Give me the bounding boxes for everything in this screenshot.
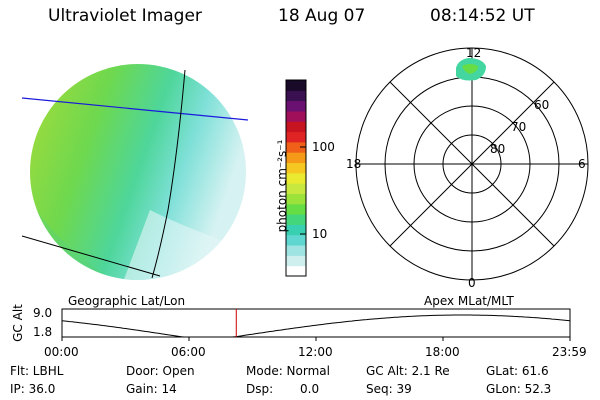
timeline-frame	[61, 308, 571, 338]
glat-label: GLat: 61.6	[486, 364, 549, 378]
colorbar-band	[286, 245, 306, 256]
colorbar-band	[286, 110, 306, 122]
colorbar-band	[286, 152, 306, 164]
lat-label-60: 60	[534, 98, 550, 112]
mlt-label-12: 12	[466, 46, 482, 60]
x-tick-1800: 18:00	[425, 345, 460, 359]
y-tick-1-8: 1.8	[33, 325, 53, 339]
colorbar-tick-100: 100	[312, 140, 335, 154]
ip-label: IP: 36.0	[10, 382, 56, 396]
colorbar-band	[286, 141, 306, 153]
colorbar-band	[286, 100, 306, 112]
dsp-label: Dsp:	[246, 382, 274, 396]
lat-label-80: 80	[490, 142, 506, 156]
glon-label: GLon: 52.3	[486, 382, 552, 396]
timeline-ylabel: GC Alt	[11, 304, 25, 342]
grid-line-meridian	[151, 69, 186, 279]
mode-label: Mode: Normal	[246, 364, 330, 378]
colorbar-band	[286, 214, 306, 225]
timeline-left-title: Geographic Lat/Lon	[68, 294, 186, 308]
colorbar-band	[286, 203, 306, 215]
colorbar-band	[286, 172, 306, 184]
colorbar-tick-10: 10	[312, 227, 328, 241]
colorbar-band	[286, 193, 306, 205]
colorbar-band	[286, 183, 306, 194]
colorbar-band	[286, 265, 306, 277]
colorbar-band	[286, 162, 306, 174]
x-tick-0000: 00:00	[44, 345, 79, 359]
altitude-curve	[61, 314, 571, 338]
date-label: 18 Aug 07	[278, 6, 366, 26]
filter-label: Flt: LBHL	[10, 364, 64, 378]
gc-alt-label: GC Alt: 2.1 Re	[366, 364, 450, 378]
x-tick-0600: 06:00	[171, 345, 206, 359]
colorbar-band	[286, 255, 306, 267]
x-tick-2359: 23:59	[552, 345, 587, 359]
colorbar-band	[286, 121, 306, 133]
grid-line-terminator	[21, 235, 161, 277]
mlt-label-0: 0	[468, 276, 476, 290]
mlt-label-18: 18	[346, 157, 362, 171]
y-tick-9: 9.0	[33, 306, 53, 320]
colorbar-band	[286, 90, 306, 102]
seq-label: Seq: 39	[366, 382, 412, 396]
colorbar-band	[286, 80, 306, 91]
grid-line-latitude	[21, 97, 249, 121]
earth-disk	[30, 64, 246, 280]
timeline-right-title: Apex MLat/MLT	[424, 294, 514, 308]
x-tick-1200: 12:00	[298, 345, 333, 359]
colorbar-band	[286, 234, 306, 246]
instrument-title: Ultraviolet Imager	[48, 6, 202, 26]
door-label: Door: Open	[126, 364, 195, 378]
dsp-value: 0.0	[300, 382, 320, 396]
mlt-label-6: 6	[578, 157, 586, 171]
gain-label: Gain: 14	[126, 382, 177, 396]
lat-label-70: 70	[511, 120, 527, 134]
colorbar-band	[286, 131, 306, 143]
time-label: 08:14:52 UT	[430, 6, 535, 26]
colorbar-band	[286, 224, 306, 236]
